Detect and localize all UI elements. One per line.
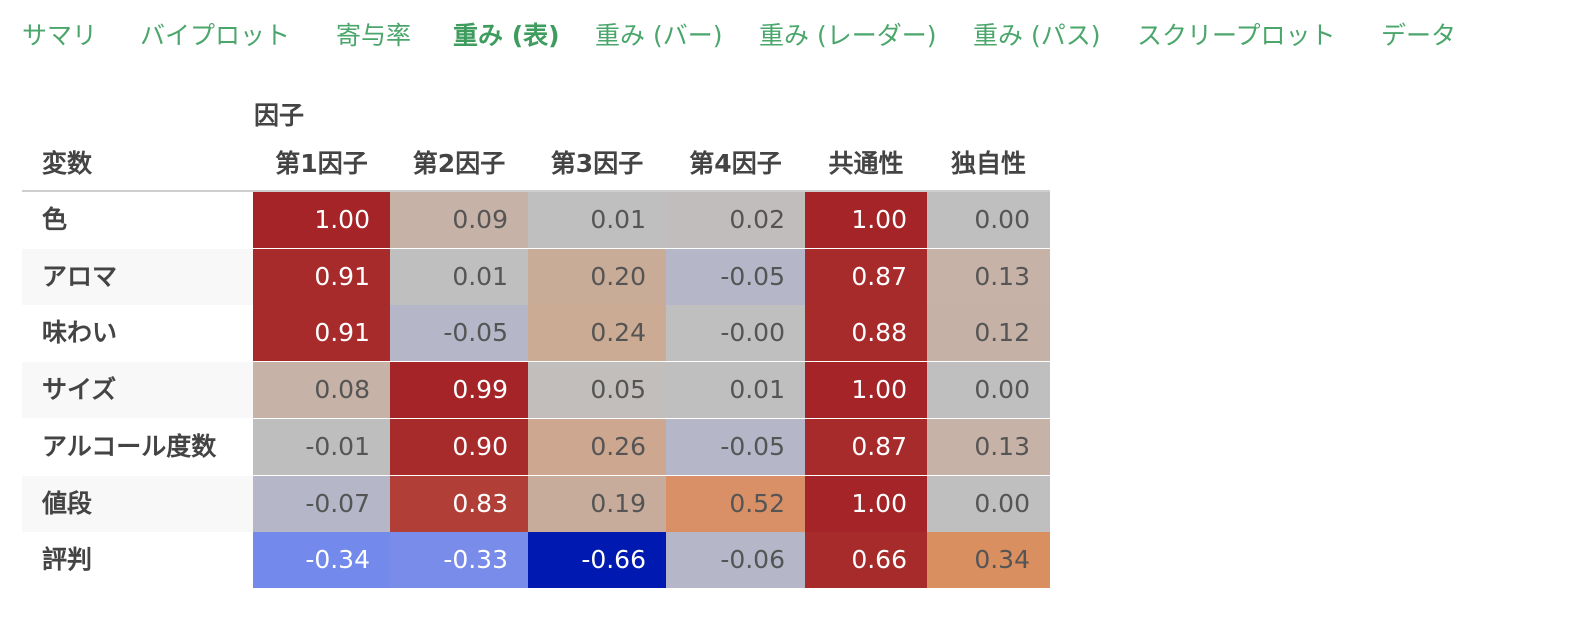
loading-value-cell: 0.13 <box>927 248 1050 305</box>
loading-value-cell: 0.66 <box>805 532 927 589</box>
variable-name-cell: アルコール度数 <box>42 431 217 461</box>
loading-value-cell: 0.83 <box>390 475 528 532</box>
group-header-factor: 因子 <box>254 101 305 130</box>
loading-value-cell: 0.01 <box>666 362 805 419</box>
tab-summary[interactable]: サマリ <box>22 21 98 50</box>
loading-value-cell: -0.05 <box>666 418 805 475</box>
loading-value-cell: -0.34 <box>253 532 390 589</box>
variable-name-cell: 味わい <box>42 318 118 348</box>
variable-name-cell: 色 <box>42 205 68 234</box>
loading-value-cell: 0.24 <box>528 305 666 362</box>
loading-value-cell: 0.87 <box>805 248 927 305</box>
column-header-factor3[interactable]: 第3因子 <box>550 149 644 178</box>
loading-value-cell: -0.06 <box>666 532 805 589</box>
table-row: 値段 -0.07 0.83 0.19 0.52 1.00 0.00 <box>22 475 1050 532</box>
variable-name-cell: 評判 <box>42 545 93 575</box>
table-header-row: 変数 第1因子 第2因子 第3因子 第4因子 共通性 独自性 <box>22 140 1050 192</box>
loading-value-cell: 0.12 <box>927 305 1050 362</box>
tab-loadings-radar[interactable]: 重み (レーダー) <box>759 21 937 50</box>
loading-value-cell: -0.00 <box>666 305 805 362</box>
loading-value-cell: 1.00 <box>805 475 927 532</box>
loading-value-cell: 0.02 <box>666 192 805 248</box>
loading-value-cell: 0.01 <box>528 192 666 248</box>
table-row: サイズ 0.08 0.99 0.05 0.01 1.00 0.00 <box>22 362 1050 419</box>
tab-loadings-table[interactable]: 重み (表) <box>453 21 560 50</box>
loading-value-cell: 0.99 <box>390 362 528 419</box>
loading-value-cell: 1.00 <box>805 362 927 419</box>
loading-value-cell: -0.01 <box>253 418 390 475</box>
table-row: アロマ 0.91 0.01 0.20 -0.05 0.87 0.13 <box>22 248 1050 305</box>
variable-name-cell: 値段 <box>42 488 93 518</box>
column-header-factor1[interactable]: 第1因子 <box>275 149 368 178</box>
loading-value-cell: 1.00 <box>805 192 927 248</box>
column-header-variable[interactable]: 変数 <box>42 149 93 178</box>
variable-name-cell: サイズ <box>42 375 117 405</box>
loading-value-cell: -0.05 <box>666 248 805 305</box>
loading-value-cell: 0.00 <box>927 475 1050 532</box>
loading-value-cell: 0.19 <box>528 475 666 532</box>
tab-loadings-path[interactable]: 重み (パス) <box>973 21 1101 50</box>
loading-value-cell: 0.26 <box>528 418 666 475</box>
table-row: 色 1.00 0.09 0.01 0.02 1.00 0.00 <box>22 192 1050 248</box>
loading-value-cell: -0.05 <box>390 305 528 362</box>
loading-value-cell: 0.87 <box>805 418 927 475</box>
variable-name-cell: アロマ <box>42 261 118 291</box>
loading-value-cell: 0.13 <box>927 418 1050 475</box>
loading-value-cell: 0.88 <box>805 305 927 362</box>
tab-data[interactable]: データ <box>1381 21 1457 50</box>
loading-value-cell: 0.90 <box>390 418 528 475</box>
table-row: 味わい 0.91 -0.05 0.24 -0.00 0.88 0.12 <box>22 305 1050 362</box>
loading-value-cell: 0.34 <box>927 532 1050 589</box>
loading-value-cell: 0.01 <box>390 248 528 305</box>
loading-value-cell: 0.08 <box>253 362 390 419</box>
loading-value-cell: 0.91 <box>253 248 390 305</box>
loading-value-cell: 0.91 <box>253 305 390 362</box>
column-header-factor2[interactable]: 第2因子 <box>412 149 506 178</box>
loading-value-cell: -0.07 <box>253 475 390 532</box>
loading-value-cell: 1.00 <box>253 192 390 248</box>
table-row: アルコール度数 -0.01 0.90 0.26 -0.05 0.87 0.13 <box>22 418 1050 475</box>
loading-value-cell: 0.00 <box>927 362 1050 419</box>
loading-value-cell: 0.52 <box>666 475 805 532</box>
loading-value-cell: -0.66 <box>528 532 666 589</box>
column-header-factor4[interactable]: 第4因子 <box>689 149 782 178</box>
table-row: 評判 -0.34 -0.33 -0.66 -0.06 0.66 0.34 <box>22 532 1050 589</box>
column-header-uniqueness[interactable]: 独自性 <box>950 149 1026 178</box>
loading-value-cell: 0.05 <box>528 362 666 419</box>
loading-value-cell: 0.20 <box>528 248 666 305</box>
column-header-communality[interactable]: 共通性 <box>828 149 904 178</box>
tab-scree-plot[interactable]: スクリープロット <box>1137 21 1336 50</box>
loading-value-cell: -0.33 <box>390 532 528 589</box>
loading-value-cell: 0.00 <box>927 192 1050 248</box>
tab-loadings-bar[interactable]: 重み (バー) <box>595 21 723 50</box>
tab-biplot[interactable]: バイプロット <box>140 21 291 50</box>
loading-value-cell: 0.09 <box>390 192 528 248</box>
tab-contribution[interactable]: 寄与率 <box>336 21 412 50</box>
